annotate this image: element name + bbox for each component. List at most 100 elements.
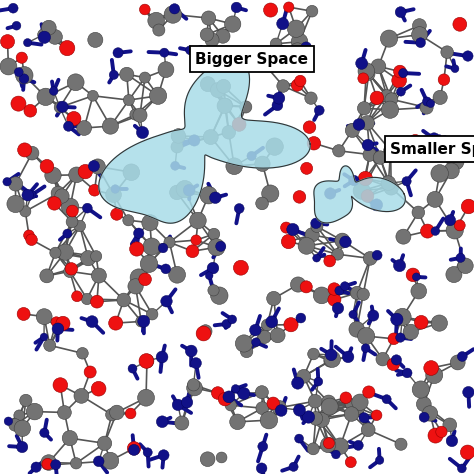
Point [152,17,160,25]
Point [66,434,73,442]
Point [28,191,36,199]
Point [270,295,278,302]
Point [171,162,179,170]
Point [186,46,194,54]
Point [240,340,248,347]
Point [194,217,202,224]
Point [258,388,265,396]
Point [353,289,361,297]
Point [68,218,76,226]
Point [181,185,189,193]
Point [403,369,411,377]
Point [79,349,86,357]
Point [217,243,225,250]
Point [400,69,407,77]
Point [214,389,221,397]
Point [265,416,273,424]
Point [416,31,423,38]
Point [123,71,130,78]
Point [272,40,280,47]
Point [363,332,370,340]
Point [143,357,151,365]
Point [356,399,364,406]
Point [73,292,81,300]
Point [221,102,228,109]
Point [15,100,22,108]
Point [336,287,343,294]
Point [456,221,464,229]
Point [313,255,320,262]
Point [458,465,465,472]
Point [229,20,237,28]
Point [208,36,216,44]
Point [22,397,30,404]
Point [24,191,31,199]
Point [51,33,59,41]
Point [233,4,240,11]
Point [93,298,101,305]
Point [12,180,19,188]
Point [283,224,290,231]
Point [358,60,365,67]
Point [162,66,170,73]
Point [423,104,430,111]
Point [400,233,407,240]
Point [66,203,74,210]
Point [130,445,138,452]
Point [31,408,38,415]
Point [420,413,428,421]
Point [376,456,383,464]
Point [132,283,139,290]
Point [324,441,332,449]
Point [269,400,277,407]
Point [228,316,236,323]
Point [64,230,71,237]
Point [260,59,267,67]
Point [446,421,454,428]
Point [145,260,153,267]
Point [353,326,361,333]
Point [135,274,143,282]
Point [261,333,268,341]
Point [458,353,466,360]
Point [285,3,292,11]
Point [318,292,326,299]
Point [64,44,71,52]
Point [15,68,23,76]
Point [365,70,373,78]
Point [330,285,338,293]
Point [240,390,247,397]
Point [62,248,69,256]
Point [311,397,319,405]
Point [236,205,243,212]
Point [308,8,316,15]
Point [349,310,357,318]
Point [13,22,20,29]
Point [101,439,109,447]
Point [438,428,445,436]
Point [294,281,302,288]
Point [436,319,443,327]
Point [169,11,177,18]
Point [350,177,358,184]
Point [411,138,419,146]
Point [59,319,67,327]
Point [259,160,266,167]
Point [69,207,76,215]
Point [158,418,166,426]
Point [297,77,304,85]
Point [417,386,425,393]
Point [237,264,245,272]
Point [373,201,381,209]
Point [12,200,19,208]
Point [50,87,57,95]
Point [73,459,80,467]
Point [5,63,12,70]
Point [327,190,334,197]
Point [310,350,317,358]
Point [137,318,145,325]
Point [366,151,374,158]
Point [3,178,11,185]
Point [218,454,225,461]
Point [94,163,101,170]
